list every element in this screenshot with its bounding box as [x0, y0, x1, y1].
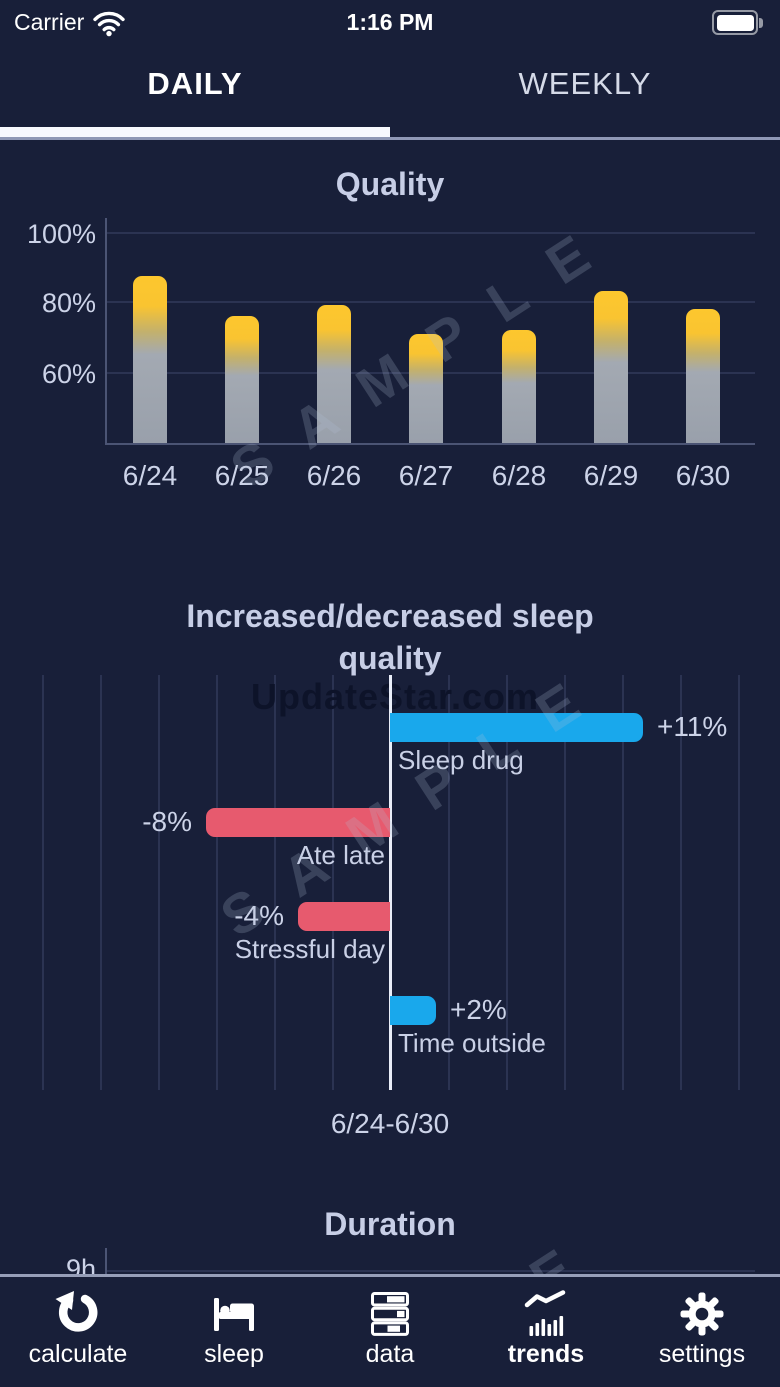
nav-item-calculate[interactable]: calculate: [0, 1277, 156, 1387]
nav-label: settings: [658, 1340, 746, 1368]
data-stack-icon: [371, 1292, 409, 1336]
gridline: [105, 301, 755, 303]
x-axis-line: [105, 443, 755, 445]
y-axis-line: [105, 1248, 107, 1276]
x-tick-label: 6/27: [398, 460, 454, 491]
factor-name-label: Sleep drug: [398, 745, 524, 775]
zero-axis-line: [389, 675, 392, 1090]
x-tick-label: 6/25: [214, 460, 270, 491]
status-clock: 1:16 PM: [346, 9, 434, 35]
factors-chart-title-line1: Increased/decreased sleep: [186, 598, 594, 634]
tab-divider-line: [0, 137, 780, 140]
factor-bar-positive: [390, 996, 436, 1025]
x-tick-label: 6/30: [675, 460, 731, 491]
nav-item-settings[interactable]: settings: [624, 1277, 780, 1387]
gridline: [738, 675, 740, 1090]
tab-daily[interactable]: DAILY: [147, 66, 243, 101]
factor-value-label: +2%: [450, 994, 507, 1025]
carrier-label: Carrier: [14, 9, 85, 35]
x-tick-label: 6/28: [491, 460, 547, 491]
x-tick-label: 6/26: [306, 460, 362, 491]
factor-bar-negative: [298, 902, 390, 931]
y-tick-label: 100%: [26, 219, 96, 249]
quality-bar: [686, 308, 720, 443]
gear-icon: [680, 1292, 724, 1336]
nav-label: calculate: [28, 1340, 128, 1368]
gridline: [105, 232, 755, 234]
gridline: [42, 675, 44, 1090]
factor-name-label: Time outside: [398, 1028, 546, 1058]
battery-icon: [712, 10, 763, 35]
battery-fill: [716, 14, 754, 31]
bottom-nav-bar: calculate sleep data: [0, 1274, 780, 1387]
active-tab-underline: [0, 127, 390, 137]
quality-bar: [225, 315, 259, 443]
factor-name-label: Stressful day: [234, 934, 385, 964]
quality-bar: [594, 290, 628, 443]
nav-item-trends[interactable]: trends: [468, 1277, 624, 1387]
rotate-ccw-icon: [55, 1291, 98, 1332]
quality-bar: [317, 305, 351, 443]
nav-label: trends: [507, 1340, 585, 1368]
y-tick-label: 60%: [41, 359, 96, 389]
gridline: [448, 675, 450, 1090]
gridline: [622, 675, 624, 1090]
quality-bar: [133, 276, 167, 443]
factor-value-label: -8%: [142, 806, 192, 837]
gridline: [332, 675, 334, 1090]
factor-name-label: Ate late: [296, 840, 385, 870]
wifi-icon: [93, 11, 125, 37]
factor-bar-positive: [390, 713, 643, 742]
factor-bar-negative: [206, 808, 390, 837]
bed-icon: [214, 1298, 254, 1331]
x-tick-label: 6/29: [583, 460, 639, 491]
gridline: [680, 675, 682, 1090]
duration-chart-title: Duration: [324, 1206, 456, 1242]
nav-item-data[interactable]: data: [312, 1277, 468, 1387]
source-watermark: UpdateStar.com: [250, 676, 540, 717]
factors-chart-title-line2: quality: [338, 640, 442, 676]
gridline: [564, 675, 566, 1090]
quality-chart-title: Quality: [335, 166, 445, 202]
quality-bar: [502, 330, 536, 443]
nav-item-sleep[interactable]: sleep: [156, 1277, 312, 1387]
nav-label: sleep: [204, 1340, 264, 1368]
factors-x-label: 6/24-6/30: [330, 1108, 450, 1139]
gridline: [105, 1270, 755, 1272]
gridline: [216, 675, 218, 1090]
x-tick-label: 6/24: [122, 460, 178, 491]
factor-value-label: -4%: [234, 900, 284, 931]
quality-bar: [409, 333, 443, 443]
factor-value-label: +11%: [657, 711, 728, 742]
gridline: [274, 675, 276, 1090]
tab-weekly[interactable]: WEEKLY: [518, 66, 652, 101]
battery-nub: [759, 17, 763, 28]
gridline: [100, 675, 102, 1090]
trends-chart-icon: [524, 1290, 566, 1336]
nav-label: data: [365, 1340, 415, 1368]
gridline: [506, 675, 508, 1090]
y-tick-label: 80%: [41, 288, 96, 318]
y-axis-line: [105, 218, 107, 443]
gridline: [158, 675, 160, 1090]
